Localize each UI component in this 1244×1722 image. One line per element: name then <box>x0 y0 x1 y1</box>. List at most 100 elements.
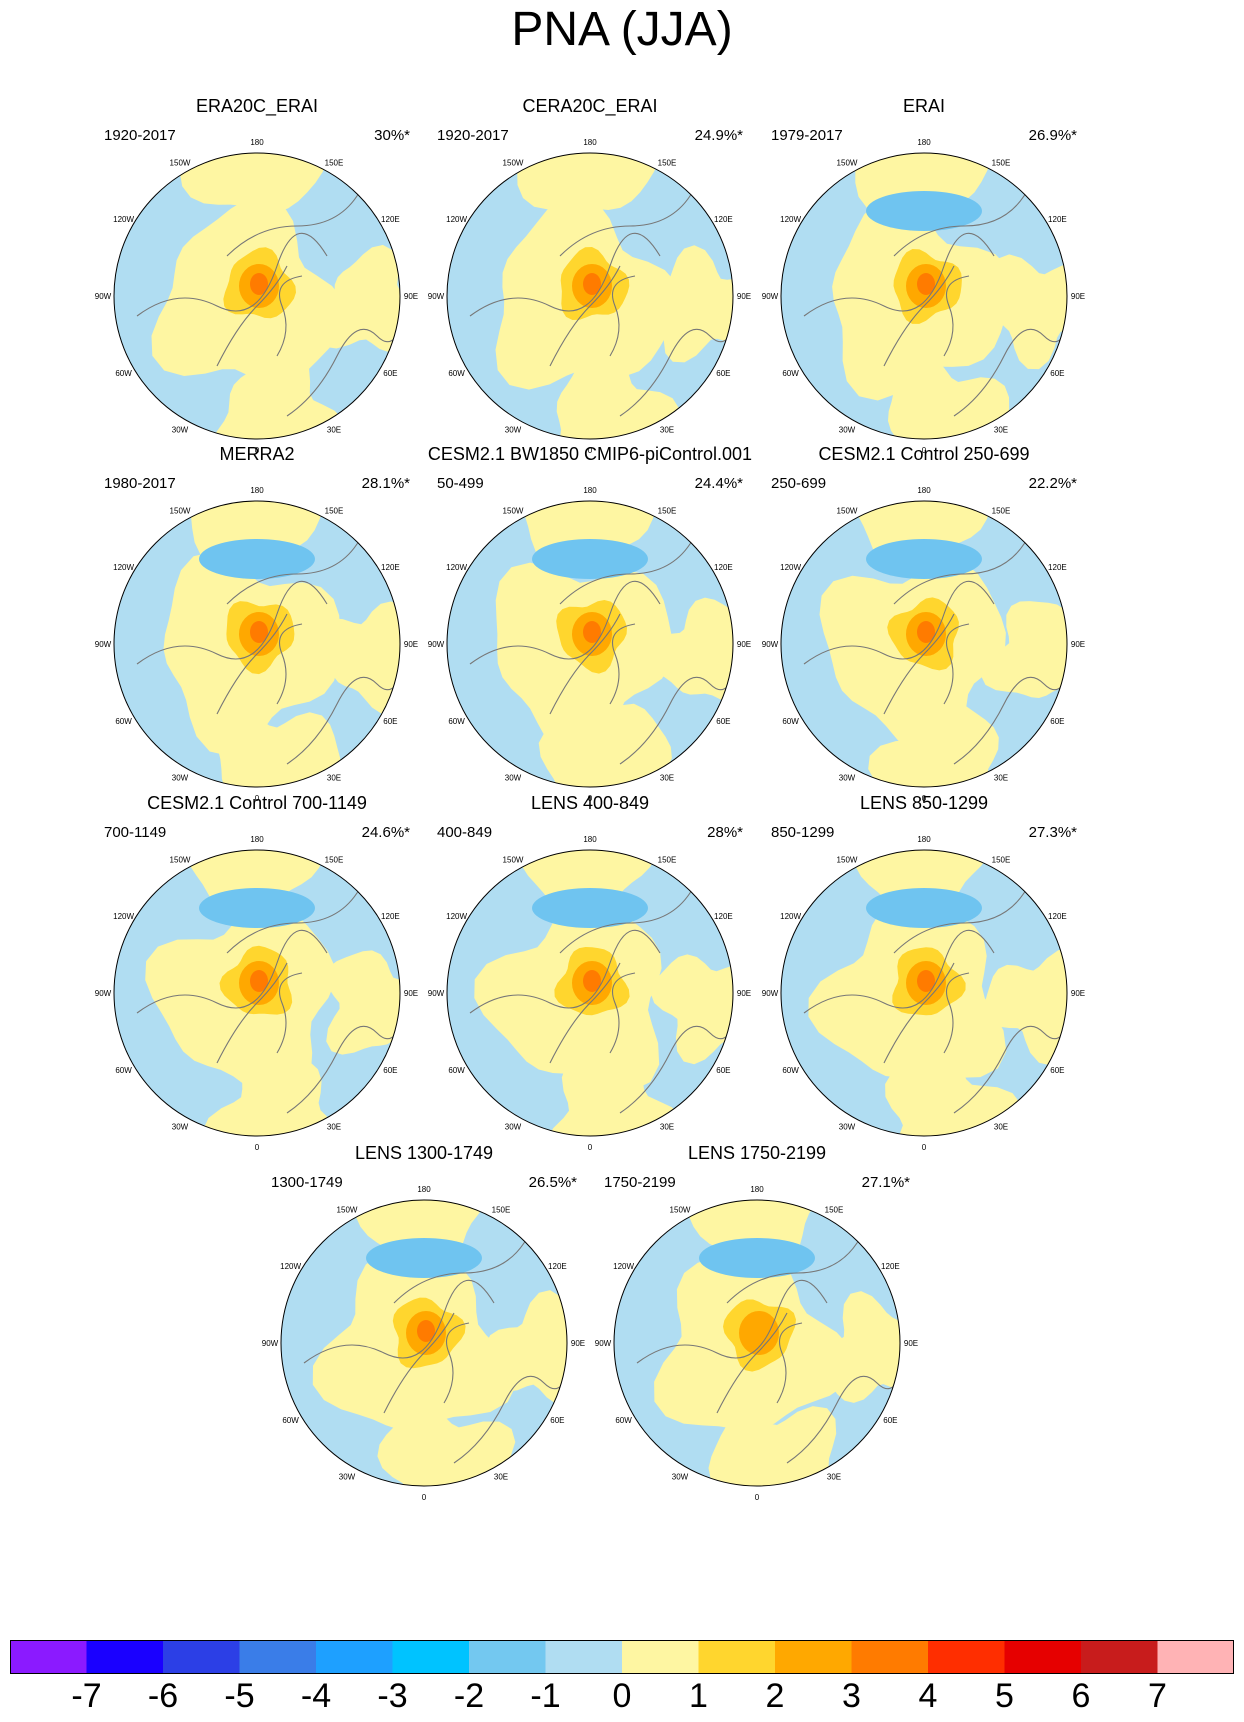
positive-region-north <box>185 501 327 567</box>
colorbar-tick-label: -3 <box>377 1677 408 1715</box>
longitude-label: 180 <box>917 835 931 844</box>
longitude-label: 150E <box>325 507 344 516</box>
longitude-label: 180 <box>917 138 931 147</box>
polar-map: 180 150E 120E 90E 60E 30E 0 30W 60W 90W 120W 150W <box>262 1185 585 1502</box>
panel-years: 850-1299 <box>771 824 835 841</box>
longitude-label: 60W <box>282 1416 299 1425</box>
coastline-segment <box>549 265 621 367</box>
longitude-label: 120W <box>613 1262 634 1271</box>
longitude-label: 30E <box>994 773 1008 782</box>
longitude-label: 150W <box>670 1206 691 1215</box>
coastlines <box>469 520 733 765</box>
map-panel: CERA20C_ERAI 1920-2017 24.9%* 180 150E 120… <box>400 95 780 480</box>
coastline-segment <box>609 623 636 705</box>
longitude-label: 150W <box>337 1206 358 1215</box>
positive-region-south <box>377 1407 516 1486</box>
longitude-label: 120E <box>714 215 733 224</box>
coastline-segment <box>776 1322 803 1404</box>
longitude-label: 60E <box>1050 1066 1064 1075</box>
longitude-label: 90E <box>571 1339 585 1348</box>
longitude-label: 90W <box>762 989 779 998</box>
coastline-segment <box>469 232 661 317</box>
panel-years: 1920-2017 <box>437 127 509 144</box>
longitude-label: 120E <box>881 1262 900 1271</box>
longitude-label: 90W <box>95 640 112 649</box>
coastline-segment <box>716 1312 788 1414</box>
longitude-label: 150W <box>170 159 191 168</box>
positive-region-south <box>708 1406 837 1486</box>
coastline-segment <box>803 580 995 665</box>
longitude-label: 30E <box>994 1122 1008 1131</box>
longitude-label: 120E <box>1048 563 1067 572</box>
colorbar-box <box>86 1640 164 1674</box>
positive-region-south <box>885 1053 1022 1136</box>
longitude-label: 150E <box>325 856 344 865</box>
panel-title: LENS 400-849 <box>530 793 650 813</box>
positive-center-level-3 <box>583 273 601 295</box>
longitude-label: 150E <box>492 1206 511 1215</box>
polar-map: 180 150E 120E 90E 60E 30E 0 30W 60W 90W 120W 150W <box>95 835 418 1152</box>
panel-title: ERAI <box>902 96 945 116</box>
map-boundary <box>113 849 401 1137</box>
longitude-label: 150W <box>503 507 524 516</box>
coastline-segment <box>549 613 621 715</box>
longitude-label: 60E <box>716 717 730 726</box>
longitude-label: 120W <box>280 1262 301 1271</box>
longitude-label: 60W <box>115 1066 132 1075</box>
longitude-label: 90W <box>95 989 112 998</box>
longitude-label: 60W <box>782 369 799 378</box>
colorbar-tick-label: -1 <box>530 1677 561 1715</box>
panel-title: MERRA2 <box>219 444 295 464</box>
panel-years: 1300-1749 <box>271 1174 343 1191</box>
longitude-label: 60W <box>448 717 465 726</box>
panel-years: 1980-2017 <box>104 475 176 492</box>
positive-region-north <box>851 501 992 573</box>
longitude-label: 60E <box>383 717 397 726</box>
contour-field <box>614 1200 900 1486</box>
coastline-segment <box>609 275 636 357</box>
colorbar-box <box>1157 1640 1234 1674</box>
colorbar-box <box>928 1640 1005 1674</box>
positive-center-level-3 <box>583 970 601 992</box>
longitude-label: 90E <box>904 1339 918 1348</box>
longitude-label: 60E <box>383 369 397 378</box>
longitude-label: 60W <box>115 717 132 726</box>
colorbar-box <box>545 1640 623 1674</box>
map-boundary <box>780 152 1068 440</box>
coastline-segment <box>383 1312 455 1414</box>
contour-field <box>781 153 1067 439</box>
panel-years: 1750-2199 <box>604 1174 676 1191</box>
positive-region-east <box>642 597 733 704</box>
positive-region-south <box>888 351 1010 439</box>
panel-variance: 22.2%* <box>1028 475 1077 492</box>
longitude-label: 30W <box>339 1472 356 1481</box>
panel-years: 50-499 <box>437 475 484 492</box>
panel-variance: 24.4%* <box>694 475 743 492</box>
longitude-label: 180 <box>917 486 931 495</box>
longitude-label: 150W <box>837 159 858 168</box>
longitude-label: 180 <box>250 486 264 495</box>
panel-variance: 24.9%* <box>694 127 743 144</box>
polar-map: 180 150E 120E 90E 60E 30E 0 30W 60W 90W 120W 150W <box>428 835 751 1152</box>
polar-map: 180 150E 120E 90E 60E 30E 0 30W 60W 90W 120W 150W <box>95 486 418 803</box>
longitude-label: 90W <box>262 1339 279 1348</box>
contour-field <box>281 1200 567 1486</box>
coastline-segment <box>216 962 288 1064</box>
longitude-label: 150W <box>503 856 524 865</box>
positive-region-north <box>346 1200 491 1273</box>
longitude-label: 90W <box>762 640 779 649</box>
longitude-label: 120E <box>548 1262 567 1271</box>
longitude-label: 30W <box>839 1122 856 1131</box>
longitude-label: 30W <box>172 773 189 782</box>
positive-center-level-3 <box>250 621 268 643</box>
coastline-segment <box>883 613 955 715</box>
map-boundary <box>446 500 734 788</box>
coastline-segment <box>303 1279 495 1364</box>
positive-region-north <box>184 850 325 923</box>
longitude-label: 150W <box>837 507 858 516</box>
colorbar-tick-label: 3 <box>842 1677 861 1715</box>
longitude-label: 120E <box>381 215 400 224</box>
coastlines <box>469 869 733 1114</box>
coastline-segment <box>136 580 328 665</box>
map-boundary <box>613 1199 901 1487</box>
